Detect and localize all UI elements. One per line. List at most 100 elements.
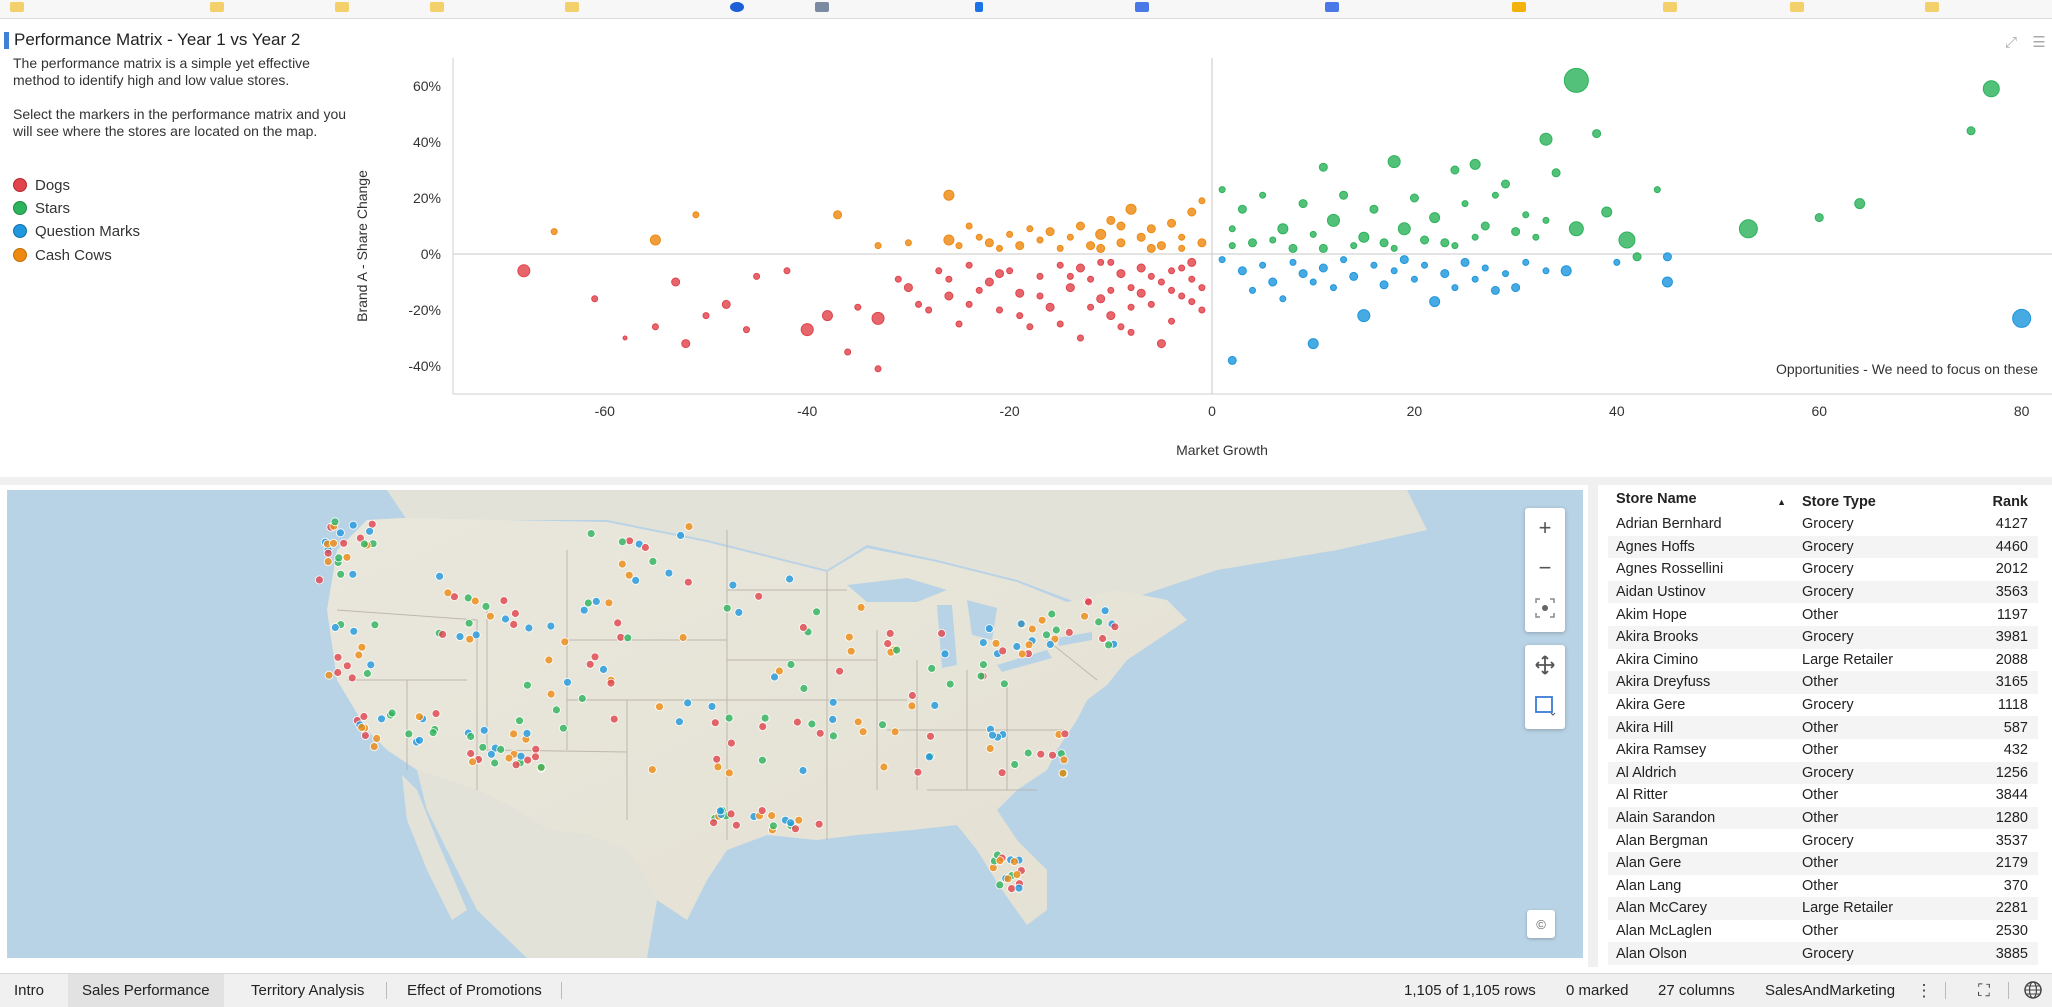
store-marker[interactable] bbox=[563, 677, 572, 687]
data-point-stars[interactable] bbox=[1318, 162, 1328, 172]
store-marker[interactable] bbox=[479, 725, 489, 735]
data-point-dogs[interactable] bbox=[1147, 300, 1155, 308]
table-row[interactable]: Alan Lang Other 370 bbox=[1608, 875, 2038, 898]
data-point-stars[interactable] bbox=[1277, 223, 1289, 235]
store-marker[interactable] bbox=[1012, 870, 1022, 880]
table-row[interactable]: Al Aldrich Grocery 1256 bbox=[1608, 761, 2038, 785]
data-point-cash-cows[interactable] bbox=[1096, 243, 1106, 253]
store-marker[interactable] bbox=[387, 708, 397, 718]
store-marker[interactable] bbox=[631, 576, 641, 585]
table-row[interactable]: Alan Bergman Grocery 3537 bbox=[1608, 829, 2038, 852]
data-point-stars[interactable] bbox=[1982, 80, 2000, 98]
data-point-cash-cows[interactable] bbox=[1066, 233, 1074, 241]
store-marker[interactable] bbox=[1036, 749, 1046, 759]
store-marker[interactable] bbox=[362, 669, 372, 678]
data-point-dogs[interactable] bbox=[1168, 317, 1176, 325]
data-point-dogs[interactable] bbox=[955, 320, 963, 328]
store-marker[interactable] bbox=[786, 818, 796, 828]
store-marker[interactable] bbox=[786, 660, 796, 669]
store-marker[interactable] bbox=[333, 668, 343, 677]
store-marker[interactable] bbox=[609, 714, 619, 724]
store-marker[interactable] bbox=[856, 603, 866, 612]
data-point-cash-cows[interactable] bbox=[1187, 207, 1197, 217]
store-marker[interactable] bbox=[546, 621, 556, 631]
store-marker[interactable] bbox=[618, 537, 627, 547]
table-row[interactable]: Al Ritter Other 3844 bbox=[1608, 784, 2038, 807]
store-marker[interactable] bbox=[722, 603, 732, 613]
store-marker[interactable] bbox=[984, 624, 994, 634]
more-options-icon[interactable]: ⋮ bbox=[1915, 981, 1933, 1000]
data-point-stars[interactable] bbox=[1539, 132, 1553, 146]
data-point-dogs[interactable] bbox=[1096, 294, 1106, 304]
store-marker[interactable] bbox=[879, 762, 889, 772]
store-marker[interactable] bbox=[648, 557, 658, 566]
data-point-dogs[interactable] bbox=[1036, 292, 1044, 300]
store-marker[interactable] bbox=[359, 712, 369, 721]
store-marker[interactable] bbox=[807, 719, 817, 729]
bookmark-icon[interactable] bbox=[1663, 2, 1677, 12]
store-marker[interactable] bbox=[1017, 649, 1027, 659]
store-marker[interactable] bbox=[468, 757, 478, 767]
data-point-dogs[interactable] bbox=[1198, 284, 1206, 292]
data-point-dogs[interactable] bbox=[702, 312, 710, 320]
data-point-dogs[interactable] bbox=[1107, 258, 1115, 266]
store-marker[interactable] bbox=[377, 714, 386, 724]
store-marker[interactable] bbox=[799, 683, 809, 693]
fullscreen-icon[interactable]: ⛶ bbox=[1978, 981, 1990, 1000]
data-point-cash-cows[interactable] bbox=[1136, 232, 1146, 242]
data-point-cash-cows[interactable] bbox=[1197, 238, 1207, 248]
store-marker[interactable] bbox=[945, 679, 955, 689]
store-marker[interactable] bbox=[511, 760, 521, 770]
tab-intro[interactable]: Intro bbox=[14, 982, 45, 999]
data-point-question-marks[interactable] bbox=[1307, 338, 1319, 350]
data-point-cash-cows[interactable] bbox=[904, 239, 912, 247]
store-marker[interactable] bbox=[1016, 619, 1026, 629]
store-marker[interactable] bbox=[913, 767, 923, 777]
data-point-cash-cows[interactable] bbox=[984, 238, 994, 248]
data-point-cash-cows[interactable] bbox=[1146, 224, 1156, 234]
bookmark-icon[interactable] bbox=[1325, 2, 1339, 12]
store-marker[interactable] bbox=[1098, 634, 1107, 643]
data-point-cash-cows[interactable] bbox=[1056, 244, 1064, 252]
data-point-stars[interactable] bbox=[1326, 213, 1340, 227]
data-point-dogs[interactable] bbox=[1127, 328, 1135, 336]
data-point-stars[interactable] bbox=[1369, 204, 1379, 214]
store-marker[interactable] bbox=[1045, 639, 1055, 649]
store-marker[interactable] bbox=[1007, 884, 1016, 894]
store-marker[interactable] bbox=[1027, 624, 1037, 634]
data-point-stars[interactable] bbox=[1491, 191, 1499, 199]
store-marker[interactable] bbox=[1058, 768, 1068, 778]
data-point-question-marks[interactable] bbox=[2012, 308, 2032, 328]
store-marker[interactable] bbox=[794, 815, 804, 825]
bookmark-icon[interactable] bbox=[730, 2, 744, 12]
store-marker[interactable] bbox=[496, 744, 506, 754]
table-row[interactable]: Alan McCarey Large Retailer 2281 bbox=[1608, 897, 2038, 920]
data-point-cash-cows[interactable] bbox=[1106, 215, 1116, 225]
data-point-question-marks[interactable] bbox=[1399, 255, 1409, 265]
data-point-stars[interactable] bbox=[1542, 216, 1550, 224]
data-point-cash-cows[interactable] bbox=[1075, 221, 1085, 231]
store-marker[interactable] bbox=[757, 806, 767, 816]
data-point-stars[interactable] bbox=[1409, 193, 1419, 203]
store-marker[interactable] bbox=[617, 559, 627, 569]
data-point-cash-cows[interactable] bbox=[995, 244, 1003, 252]
data-point-question-marks[interactable] bbox=[1370, 261, 1378, 269]
data-point-dogs[interactable] bbox=[1087, 303, 1095, 311]
data-point-stars[interactable] bbox=[1738, 219, 1758, 239]
data-point-stars[interactable] bbox=[1248, 238, 1257, 248]
data-point-dogs[interactable] bbox=[671, 277, 681, 287]
data-point-stars[interactable] bbox=[1601, 206, 1613, 218]
store-marker[interactable] bbox=[623, 633, 633, 643]
store-marker[interactable] bbox=[1042, 630, 1051, 640]
store-marker[interactable] bbox=[1059, 755, 1069, 765]
data-point-stars[interactable] bbox=[1632, 252, 1642, 262]
store-marker[interactable] bbox=[509, 729, 519, 739]
store-marker[interactable] bbox=[844, 632, 854, 642]
data-point-question-marks[interactable] bbox=[1522, 258, 1530, 266]
pan-tool-button[interactable] bbox=[1525, 645, 1565, 685]
tab-sales-performance[interactable]: Sales Performance bbox=[68, 974, 224, 1007]
data-point-cash-cows[interactable] bbox=[975, 233, 983, 241]
data-point-stars[interactable] bbox=[1288, 243, 1298, 253]
data-point-dogs[interactable] bbox=[1156, 339, 1166, 349]
data-point-question-marks[interactable] bbox=[1460, 257, 1470, 267]
